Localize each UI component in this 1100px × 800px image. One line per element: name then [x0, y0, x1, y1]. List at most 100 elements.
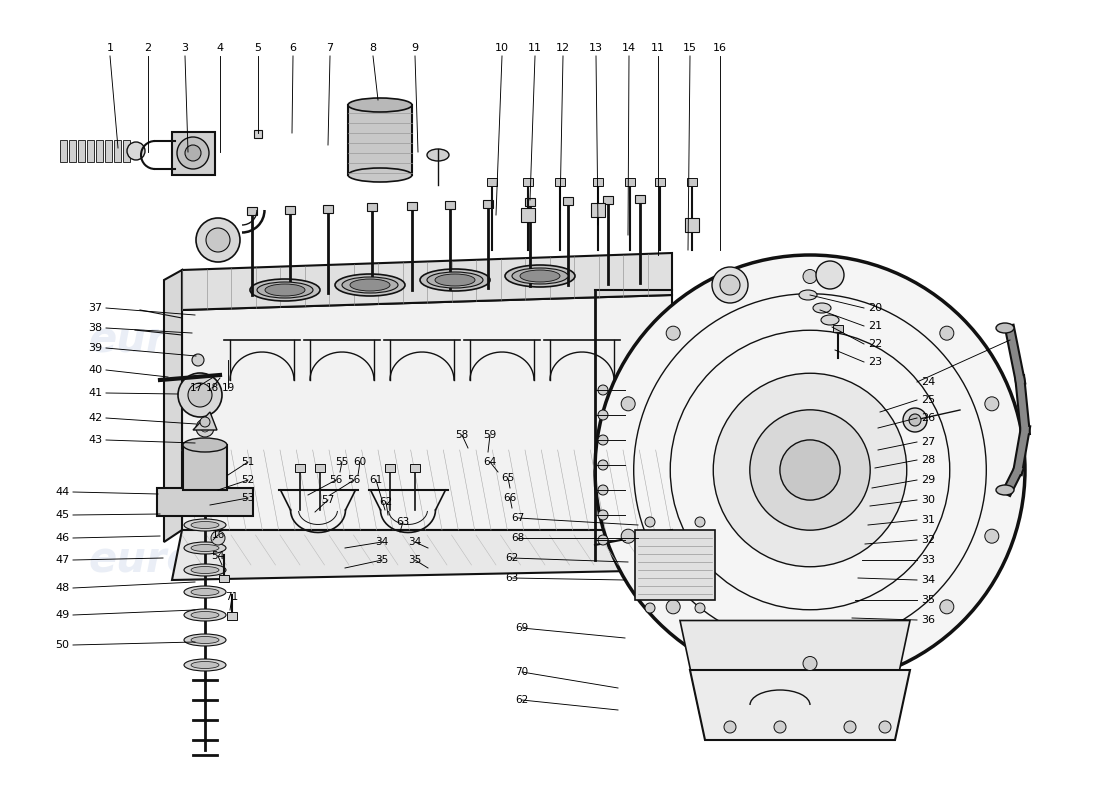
Text: 16: 16 [211, 530, 224, 540]
Circle shape [598, 460, 608, 470]
Text: 18: 18 [206, 383, 219, 393]
Text: 19: 19 [221, 383, 234, 393]
Text: 53: 53 [241, 493, 254, 503]
Text: 14: 14 [621, 43, 636, 53]
Text: 52: 52 [241, 475, 254, 485]
Ellipse shape [348, 98, 412, 112]
Text: 26: 26 [921, 413, 935, 423]
Text: 34: 34 [408, 537, 421, 547]
Circle shape [667, 600, 680, 614]
Text: 49: 49 [55, 610, 69, 620]
Text: 60: 60 [353, 457, 366, 467]
Circle shape [598, 510, 608, 520]
Bar [525, 198, 535, 206]
Circle shape [774, 721, 786, 733]
Text: 20: 20 [868, 303, 882, 313]
Text: 11: 11 [528, 43, 542, 53]
Text: 55: 55 [336, 457, 349, 467]
Text: 7: 7 [327, 43, 333, 53]
Bar [635, 195, 645, 203]
Bar [521, 208, 535, 222]
Text: 28: 28 [921, 455, 935, 465]
Bar [157, 488, 253, 516]
Text: 8: 8 [370, 43, 376, 53]
Text: 65: 65 [502, 473, 515, 483]
Text: 5: 5 [254, 43, 262, 53]
Text: 25: 25 [921, 395, 935, 405]
Ellipse shape [420, 269, 490, 291]
Text: 59: 59 [483, 430, 496, 440]
Circle shape [844, 721, 856, 733]
Text: eurospares: eurospares [88, 539, 352, 581]
Text: 69: 69 [516, 623, 529, 633]
Text: 21: 21 [868, 321, 882, 331]
Circle shape [984, 397, 999, 411]
Ellipse shape [520, 270, 560, 282]
Circle shape [780, 440, 840, 500]
Text: 6: 6 [289, 43, 297, 53]
Ellipse shape [348, 168, 412, 182]
Bar [227, 612, 236, 620]
Bar [323, 205, 333, 213]
Text: 9: 9 [411, 43, 419, 53]
Text: 51: 51 [241, 457, 254, 467]
Text: 71: 71 [226, 592, 239, 602]
Text: 29: 29 [921, 475, 935, 485]
Bar [183, 445, 227, 490]
Text: 43: 43 [88, 435, 102, 445]
Text: 11: 11 [651, 43, 666, 53]
Circle shape [188, 383, 212, 407]
Text: 58: 58 [455, 430, 469, 440]
Circle shape [196, 419, 214, 437]
Text: 42: 42 [88, 413, 102, 423]
Text: 50: 50 [55, 640, 69, 650]
Bar [285, 206, 295, 214]
Bar [635, 530, 715, 600]
Ellipse shape [183, 438, 227, 452]
Text: 41: 41 [88, 388, 102, 398]
Text: 4: 4 [217, 43, 223, 53]
Bar [385, 464, 395, 472]
Ellipse shape [512, 268, 568, 284]
Text: 13: 13 [588, 43, 603, 53]
Polygon shape [182, 295, 672, 530]
Bar [348, 105, 412, 175]
Circle shape [200, 417, 210, 427]
Text: 35: 35 [375, 555, 388, 565]
Ellipse shape [184, 586, 226, 598]
Bar [591, 203, 605, 217]
Text: 36: 36 [921, 615, 935, 625]
Ellipse shape [336, 274, 405, 296]
Circle shape [598, 435, 608, 445]
Bar [78, 140, 85, 162]
Ellipse shape [191, 545, 219, 551]
Circle shape [598, 535, 608, 545]
Ellipse shape [821, 315, 839, 325]
Ellipse shape [191, 662, 219, 669]
Ellipse shape [184, 659, 226, 671]
Circle shape [201, 424, 209, 432]
Text: 33: 33 [921, 555, 935, 565]
Text: 37: 37 [88, 303, 102, 313]
Circle shape [903, 408, 927, 432]
Ellipse shape [184, 564, 226, 576]
Circle shape [695, 517, 705, 527]
Text: 68: 68 [512, 533, 525, 543]
Text: 38: 38 [88, 323, 102, 333]
Bar [410, 464, 420, 472]
Text: 1: 1 [107, 43, 113, 53]
Text: 62: 62 [505, 553, 518, 563]
Text: 34: 34 [375, 537, 388, 547]
Ellipse shape [184, 542, 226, 554]
Text: 23: 23 [868, 357, 882, 367]
Text: 10: 10 [495, 43, 509, 53]
Text: 30: 30 [921, 495, 935, 505]
Text: 2: 2 [144, 43, 152, 53]
Ellipse shape [191, 522, 219, 529]
Text: 34: 34 [921, 575, 935, 585]
Circle shape [621, 397, 635, 411]
Circle shape [667, 326, 680, 340]
Circle shape [598, 485, 608, 495]
Text: 63: 63 [505, 573, 518, 583]
Ellipse shape [250, 279, 320, 301]
